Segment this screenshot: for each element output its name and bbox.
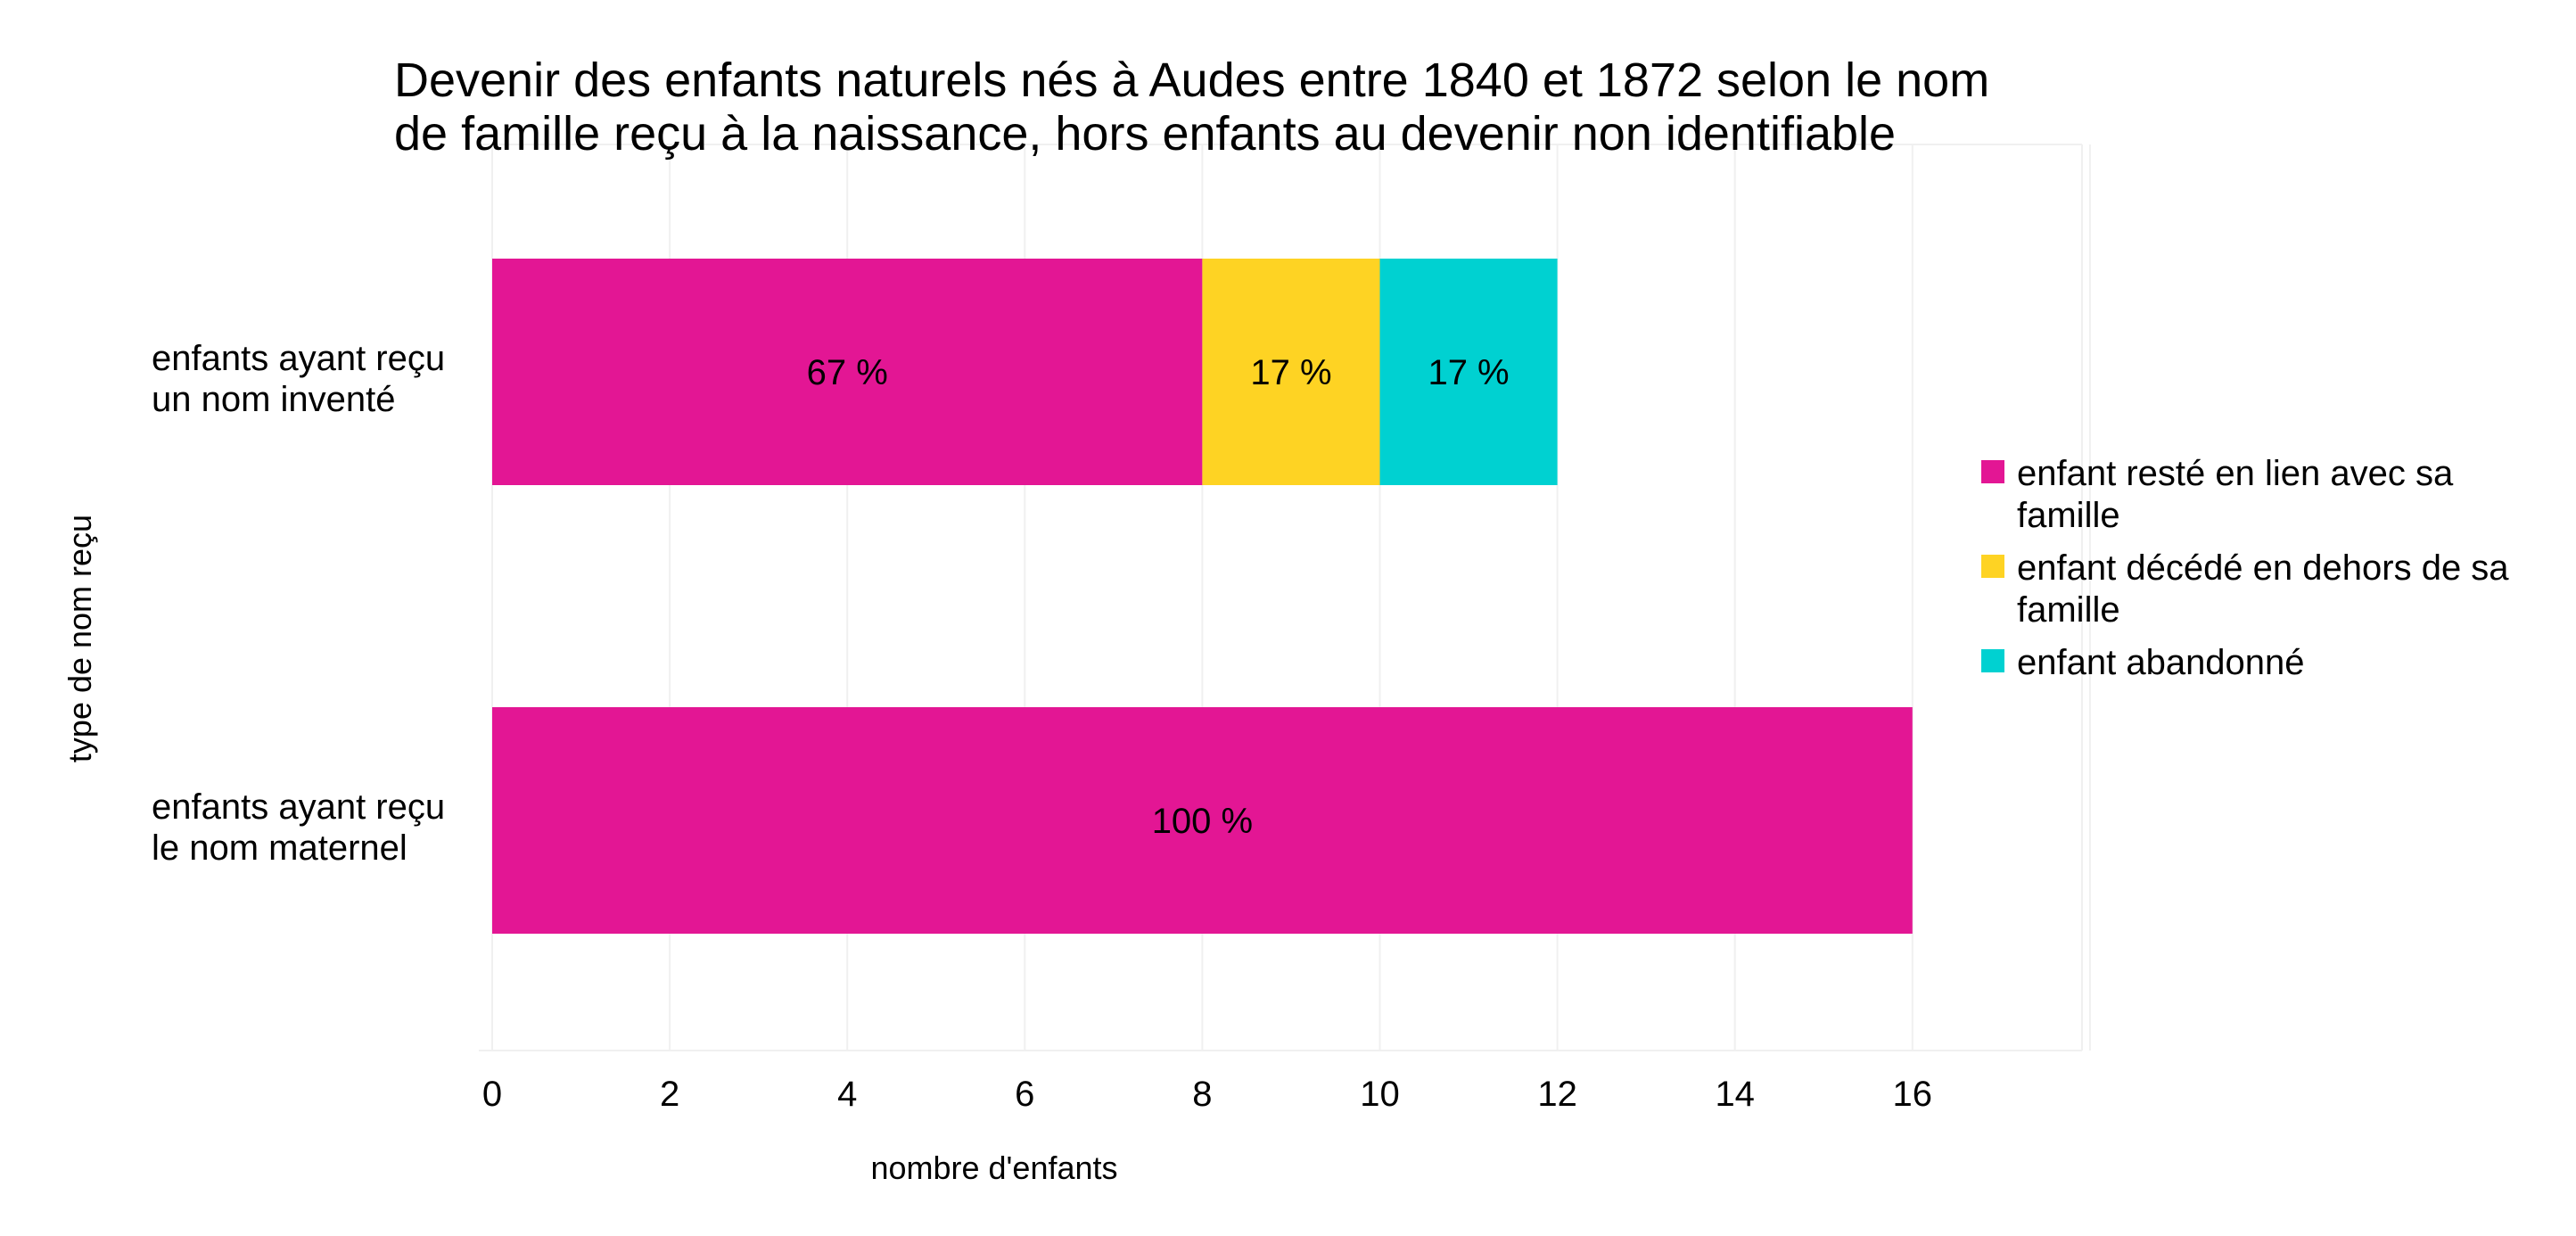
data-label: 17 % [1250, 353, 1331, 392]
data-label: 17 % [1428, 353, 1509, 392]
x-tick-label: 2 [660, 1075, 679, 1114]
legend-label: enfant resté en lien avec sa famille [2017, 454, 2454, 535]
legend-label: enfant décédé en dehors de sa famille [2017, 548, 2509, 630]
legend-swatch [1981, 649, 2004, 672]
bar-segment [1379, 259, 1558, 485]
legend-label: enfant abandonné [2017, 643, 2305, 682]
category-label: enfants ayant reçu un nom inventé [152, 339, 445, 419]
y-axis-title: type de nom reçu [62, 515, 98, 762]
x-tick-label: 4 [837, 1075, 857, 1114]
data-label: 67 % [807, 353, 888, 392]
data-label: 100 % [1152, 802, 1253, 841]
legend-swatch [1981, 460, 2004, 483]
x-tick-label: 12 [1537, 1075, 1577, 1114]
category-label: enfants ayant reçu le nom maternel [152, 787, 445, 868]
x-tick-label: 14 [1715, 1075, 1755, 1114]
x-tick-label: 8 [1192, 1075, 1212, 1114]
bar-segment [492, 707, 1913, 934]
chart-title: Devenir des enfants naturels nés à Audes… [394, 54, 1989, 161]
x-tick-label: 6 [1015, 1075, 1034, 1114]
x-axis-title: nombre d'enfants [870, 1149, 1117, 1186]
x-tick-label: 16 [1893, 1075, 1933, 1114]
bar-segment [492, 259, 1203, 485]
legend-swatch [1981, 555, 2004, 578]
x-tick-label: 0 [482, 1075, 502, 1114]
x-tick-label: 10 [1360, 1075, 1400, 1114]
bar-segment [1202, 259, 1380, 485]
